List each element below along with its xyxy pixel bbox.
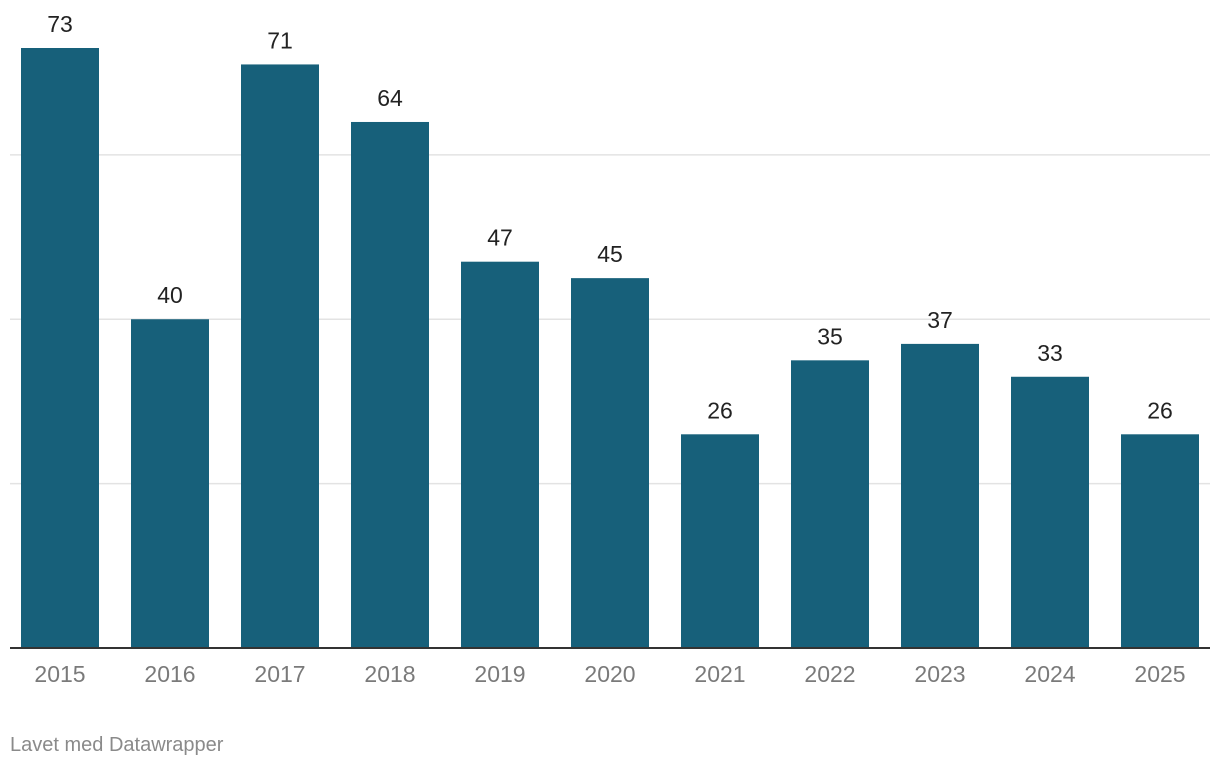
bar-2022 [791, 360, 869, 648]
bar-2018 [351, 121, 429, 649]
footer-credit: Lavet med Datawrapper [10, 734, 224, 756]
bars [21, 48, 1199, 649]
bar-2017 [241, 64, 319, 648]
bar-value-label: 26 [1147, 397, 1173, 423]
bar-value-label: 64 [377, 85, 403, 111]
x-axis: 2015 2016 2017 2018 2019 2020 2021 2022 2023 2024… [10, 647, 1210, 687]
x-tick-label: 2023 [914, 661, 965, 687]
bar-2016 [131, 319, 209, 648]
bar-2023 [901, 343, 979, 648]
x-tick-label: 2015 [34, 661, 85, 687]
bar-2019 [461, 261, 539, 648]
bar-value-label: 40 [157, 282, 183, 308]
bar-value-label: 45 [597, 241, 623, 267]
bar-value-label: 26 [707, 397, 733, 423]
bar-2025 [1121, 434, 1199, 648]
x-tick-label: 2019 [474, 661, 525, 687]
x-tick-label: 2017 [254, 661, 305, 687]
bar-value-label: 73 [47, 11, 73, 37]
x-tick-label: 2020 [584, 661, 635, 687]
x-tick-label: 2018 [364, 661, 415, 687]
bar-value-label: 33 [1037, 340, 1063, 366]
bar-value-label: 37 [927, 307, 953, 333]
x-tick-label: 2021 [694, 661, 745, 687]
x-tick-label: 2025 [1134, 661, 1185, 687]
bar-2024 [1011, 376, 1089, 648]
bar-value-label: 47 [487, 225, 513, 251]
x-tick-label: 2022 [804, 661, 855, 687]
bar-2020 [571, 278, 649, 648]
x-tick-label: 2016 [144, 661, 195, 687]
bar-2015 [21, 48, 99, 648]
bar-2021 [681, 434, 759, 648]
bar-value-label: 71 [267, 27, 293, 53]
bar-value-labels: 73 40 71 64 47 45 26 35 37 33 26 [47, 11, 1173, 423]
bar-value-label: 35 [817, 323, 843, 349]
x-tick-label: 2024 [1024, 661, 1075, 687]
